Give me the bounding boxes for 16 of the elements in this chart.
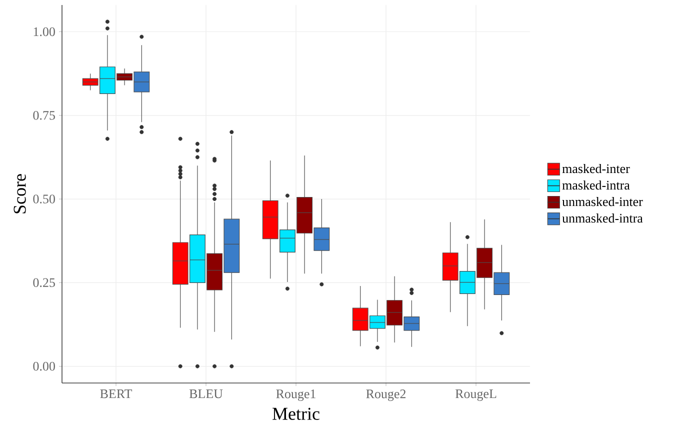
legend-label: unmasked-inter bbox=[562, 197, 643, 206]
x-tick-label: RougeL bbox=[455, 390, 496, 401]
x-tick-label: BERT bbox=[100, 390, 132, 398]
legend-label: masked-inter bbox=[562, 164, 630, 174]
x-tick-label: Rouge1 bbox=[276, 390, 316, 401]
x-tick-label: BLEU bbox=[189, 390, 223, 398]
legend-label: unmasked-intra bbox=[562, 214, 643, 223]
y-axis-title: Score bbox=[14, 174, 26, 214]
y-tick-label: 0.50 bbox=[33, 194, 55, 204]
y-tick-label: 0.00 bbox=[33, 362, 55, 371]
x-axis-title: Metric bbox=[272, 408, 320, 420]
legend-label: masked-intra bbox=[562, 180, 630, 190]
y-tick-label: 0.75 bbox=[33, 110, 55, 120]
x-tick-label: Rouge2 bbox=[366, 390, 406, 401]
y-tick-label: 1.00 bbox=[34, 27, 55, 36]
y-tick-label: 0.25 bbox=[33, 278, 55, 288]
